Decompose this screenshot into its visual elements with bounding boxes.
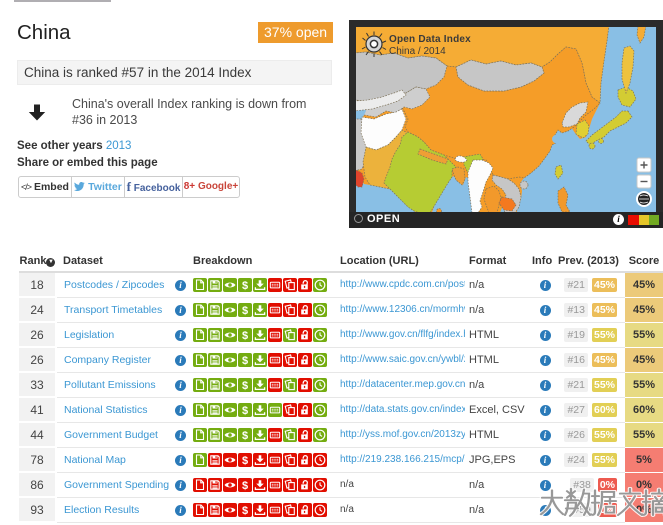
svg-text:China / 2014: China / 2014 — [389, 46, 446, 57]
svg-text:Open Data Index: Open Data Index — [389, 34, 471, 45]
